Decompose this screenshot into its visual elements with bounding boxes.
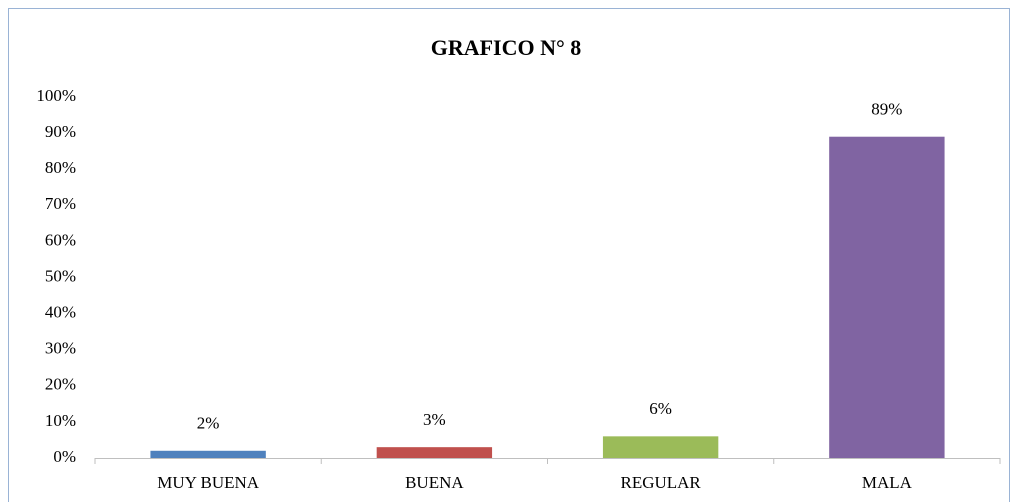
y-tick-label: 70% — [45, 194, 76, 213]
data-label: 3% — [423, 410, 446, 429]
y-tick-label: 30% — [45, 339, 76, 358]
y-tick-label: 40% — [45, 303, 76, 322]
data-label: 2% — [197, 414, 220, 433]
data-label: 89% — [871, 100, 902, 119]
y-tick-label: 20% — [45, 375, 76, 394]
y-tick-label: 50% — [45, 266, 76, 285]
y-tick-label: 80% — [45, 158, 76, 177]
chart-border — [8, 8, 1010, 502]
y-tick-label: 0% — [53, 447, 76, 466]
chart-title: GRAFICO N° 8 — [431, 35, 582, 60]
y-tick-label: 60% — [45, 230, 76, 249]
y-tick-label: 10% — [45, 411, 76, 430]
y-tick-label: 100% — [36, 86, 76, 105]
x-tick-label: REGULAR — [620, 473, 701, 492]
bar — [376, 447, 493, 458]
x-tick-label: MALA — [862, 473, 913, 492]
bar — [829, 136, 945, 458]
bar — [602, 436, 719, 458]
bar — [150, 450, 266, 458]
data-label: 6% — [649, 399, 672, 418]
x-tick-label: BUENA — [405, 473, 464, 492]
x-tick-label: MUY BUENA — [157, 473, 260, 492]
y-tick-label: 90% — [45, 122, 76, 141]
